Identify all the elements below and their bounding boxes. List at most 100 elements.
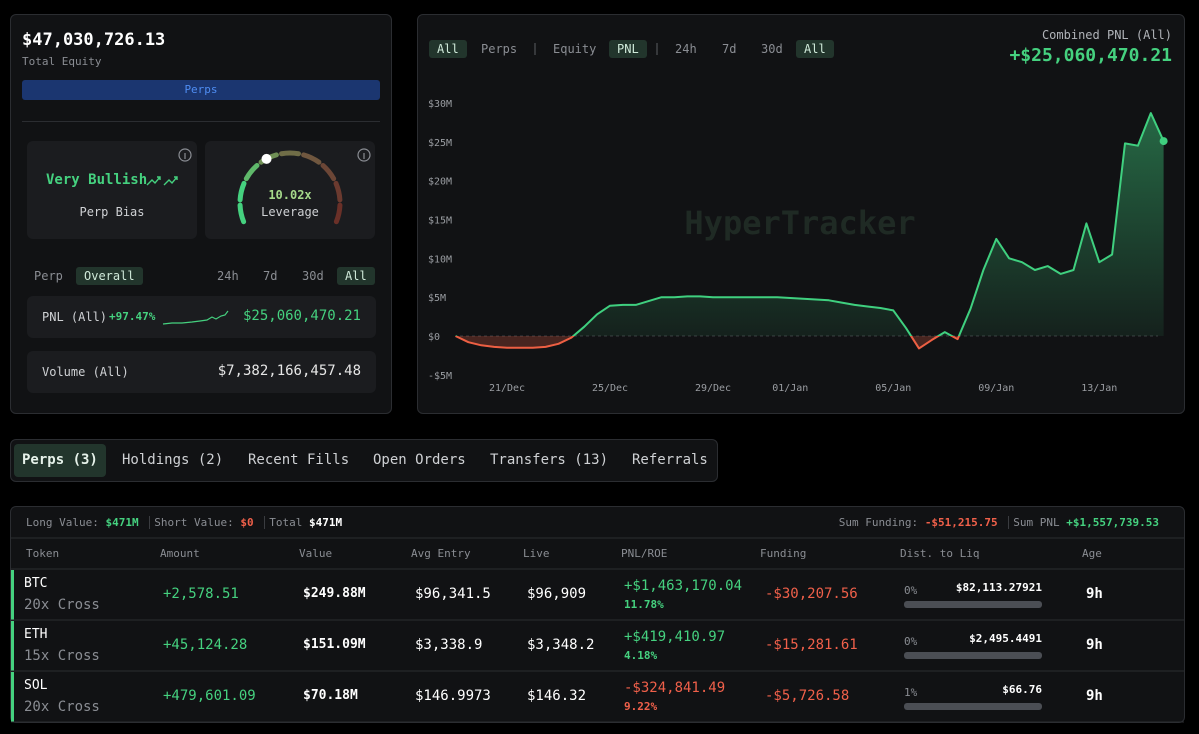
- long-value: $471M: [105, 516, 139, 529]
- market-chip[interactable]: All: [429, 40, 467, 58]
- pnl: -$324,841.49: [624, 680, 726, 696]
- tab[interactable]: Referrals: [632, 452, 708, 468]
- amount: +479,601.09: [163, 688, 256, 704]
- total-equity-label: Total Equity: [22, 55, 102, 68]
- total-equity: $47,030,726.13: [22, 30, 166, 50]
- bias-label: Perp Bias: [79, 205, 145, 219]
- long-label: Long Value:: [26, 516, 99, 529]
- token: SOL: [24, 678, 48, 693]
- metric-chip[interactable]: Equity: [553, 42, 597, 56]
- column-header: Age: [1082, 547, 1102, 560]
- market-chip[interactable]: Perps: [481, 42, 518, 56]
- margin-mode: 15x Cross: [24, 648, 100, 664]
- perps-tab[interactable]: Perps: [22, 80, 380, 100]
- range-chip[interactable]: All: [796, 40, 834, 58]
- token: ETH: [24, 627, 48, 642]
- avg-entry: $3,338.9: [415, 637, 483, 653]
- age: 9h: [1086, 688, 1103, 704]
- liq-distance: 0%: [904, 584, 918, 597]
- tab[interactable]: Transfers (13): [490, 452, 609, 468]
- pnl: +$1,463,170.04: [624, 578, 743, 594]
- roe: 4.18%: [624, 649, 658, 662]
- tab[interactable]: Perps (3): [14, 444, 106, 477]
- summary-right: Sum Funding: -$51,215.75 Sum PNL +$1,557…: [839, 515, 1159, 531]
- age: 9h: [1086, 637, 1103, 653]
- short-value: $0: [240, 516, 254, 529]
- tab[interactable]: Recent Fills: [248, 452, 350, 468]
- total-value: $471M: [308, 516, 343, 529]
- range-chip[interactable]: 7d: [722, 42, 737, 56]
- range-chip[interactable]: 30d: [302, 269, 324, 283]
- live-price: $96,909: [527, 586, 587, 602]
- bias-value: Very Bullish: [46, 172, 148, 188]
- funding: -$15,281.61: [765, 637, 858, 653]
- tab[interactable]: Holdings (2): [122, 452, 224, 468]
- pnl-change: +97.47%: [109, 310, 156, 323]
- column-header: PNL/ROE: [621, 547, 668, 560]
- leverage-value: 10.02x: [268, 188, 312, 202]
- combined-pnl-label: Combined PNL (All): [1041, 28, 1172, 42]
- short-label: Short Value:: [154, 516, 234, 529]
- bias-card: [27, 141, 197, 239]
- divider: [22, 121, 380, 122]
- avg-entry: $96,341.5: [415, 586, 491, 602]
- tab[interactable]: Open Orders: [373, 452, 466, 468]
- pnl: +$419,410.97: [624, 629, 726, 645]
- volume-card: [27, 351, 376, 393]
- amount: +2,578.51: [163, 586, 239, 602]
- liq-distance: 0%: [904, 635, 918, 648]
- scope-chip[interactable]: Perp: [34, 269, 63, 283]
- liq-price: $82,113.27921: [955, 581, 1042, 594]
- separator: [1008, 516, 1010, 529]
- live-price: $3,348.2: [527, 637, 595, 653]
- pnl-label: PNL (All): [42, 310, 108, 324]
- token: BTC: [24, 576, 48, 591]
- value: $249.88M: [303, 586, 366, 601]
- metric-chip[interactable]: PNL: [609, 40, 647, 58]
- roe: 11.78%: [624, 598, 664, 611]
- liq-price: $66.76: [1002, 683, 1042, 696]
- column-header: Funding: [760, 547, 807, 560]
- avg-entry: $146.9973: [415, 688, 491, 704]
- summary-left: Long Value: $471M Short Value: $0 Total …: [26, 515, 342, 531]
- total-label: Total: [269, 516, 303, 529]
- range-chip[interactable]: 30d: [761, 42, 783, 56]
- tab-bar: [10, 439, 718, 482]
- column-header: Token: [26, 547, 60, 560]
- range-chip[interactable]: 24h: [217, 269, 239, 283]
- column-header: Amount: [160, 547, 200, 560]
- separator: [264, 516, 266, 529]
- amount: +45,124.28: [163, 637, 248, 653]
- positions-panel: [10, 506, 1185, 723]
- column-header: Live: [523, 547, 550, 560]
- funding-label: Sum Funding:: [838, 516, 919, 529]
- pnl-value: $25,060,470.21: [242, 308, 361, 324]
- roe: 9.22%: [624, 700, 658, 713]
- funding: -$5,726.58: [765, 688, 850, 704]
- range-chip[interactable]: All: [337, 267, 375, 285]
- sum-pnl-value: +$1,557,739.53: [1066, 516, 1159, 529]
- volume-label: Volume (All): [42, 365, 129, 379]
- separator: [149, 516, 151, 529]
- column-header: Avg Entry: [411, 547, 471, 560]
- range-chip[interactable]: 7d: [263, 269, 278, 283]
- funding: -$30,207.56: [765, 586, 858, 602]
- column-header: Dist. to Liq: [900, 547, 980, 560]
- liq-price: $2,495.4491: [969, 632, 1042, 645]
- volume-value: $7,382,166,457.48: [217, 363, 361, 379]
- live-price: $146.32: [527, 688, 587, 704]
- leverage-label: Leverage: [261, 205, 319, 219]
- funding-value: -$51,215.75: [924, 516, 998, 529]
- column-header: Value: [299, 547, 333, 560]
- age: 9h: [1086, 586, 1103, 602]
- value: $70.18M: [303, 688, 358, 703]
- combined-pnl-value: +$25,060,470.21: [1009, 45, 1172, 66]
- chart-panel: [417, 14, 1185, 414]
- leverage-card: [205, 141, 375, 239]
- value: $151.09M: [303, 637, 366, 652]
- scope-chip[interactable]: Overall: [76, 267, 143, 285]
- margin-mode: 20x Cross: [24, 597, 100, 613]
- range-chip[interactable]: 24h: [675, 42, 697, 56]
- sum-pnl-label: Sum PNL: [1013, 516, 1060, 529]
